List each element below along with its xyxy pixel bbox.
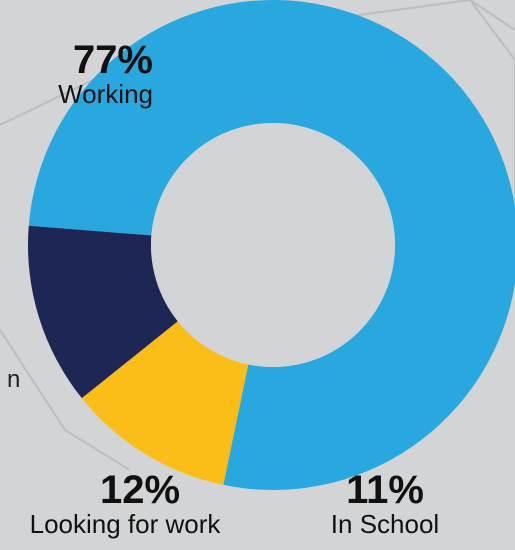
label-in-school: 11% In School [330,470,440,538]
stray-letter: n [7,366,21,393]
category-label-looking-for-work: Looking for work [29,509,221,539]
label-looking-for-work: 12% Looking for work [0,470,250,538]
category-label-working: Working [58,79,153,109]
value-label-looking-for-work: 12% [100,468,181,512]
value-label-in-school: 11% [346,468,424,512]
slice-working [28,0,515,490]
category-label-in-school: In School [330,509,440,539]
label-working: 77% Working [0,40,153,108]
bg-line-right [469,0,515,280]
slice-looking-for-work [27,225,178,399]
bg-line-left [0,329,131,471]
value-label-working: 77% [72,38,153,82]
donut-hole [151,123,395,367]
slice-in-school [81,321,249,485]
